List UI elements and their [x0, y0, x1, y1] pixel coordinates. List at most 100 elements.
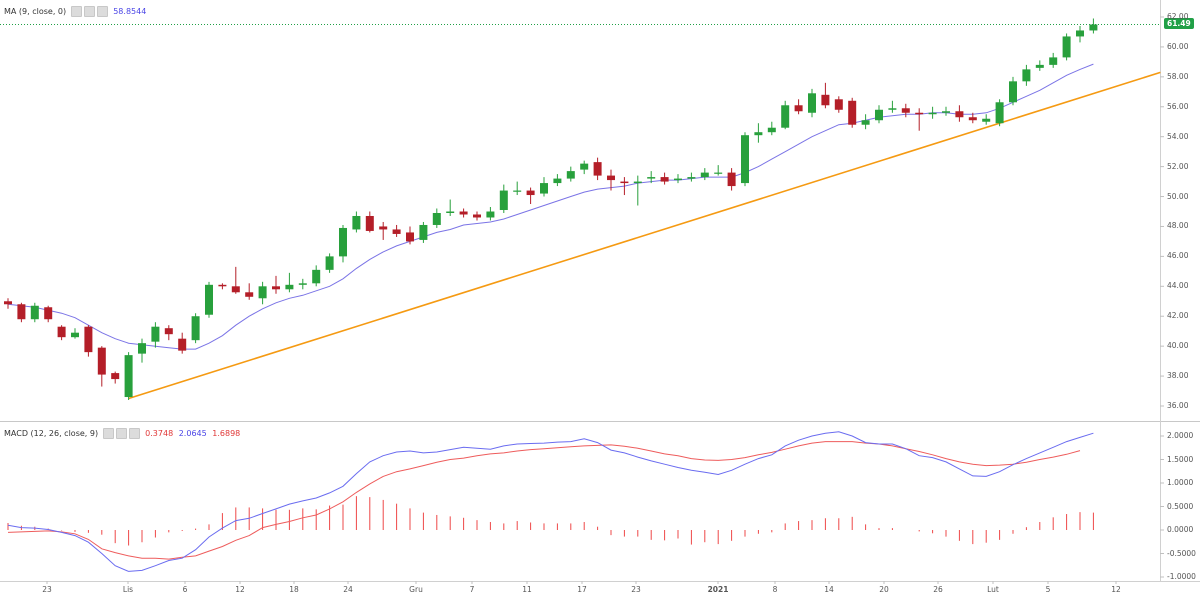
candle — [660, 177, 669, 182]
x-tick-label: 14 — [824, 585, 834, 594]
candle — [1035, 64, 1044, 68]
close-icon[interactable] — [128, 428, 140, 439]
candle — [808, 93, 816, 113]
candle — [955, 111, 964, 118]
price-y-tick-label: 52.00 — [1167, 161, 1189, 171]
x-tick-label: Lis — [122, 585, 134, 594]
candle — [968, 117, 977, 121]
candle — [57, 326, 66, 338]
macd-y-tick-label: 1.0000 — [1167, 478, 1194, 487]
x-tick-label: 6 — [182, 585, 188, 594]
price-y-tick-label: 44.00 — [1167, 281, 1189, 291]
candle — [861, 120, 870, 125]
signal-line — [7, 441, 1081, 560]
macd-y-tick-label: 0.0000 — [1167, 525, 1194, 534]
candle — [352, 215, 361, 230]
candle — [513, 190, 522, 192]
candle — [245, 292, 254, 297]
candle — [432, 212, 441, 225]
candle — [258, 286, 267, 299]
close-icon[interactable] — [96, 6, 108, 17]
price-y-tick-label: 38.00 — [1167, 371, 1189, 381]
candle — [982, 118, 991, 122]
macd-y-tick-label: 0.5000 — [1167, 501, 1194, 511]
candle — [17, 304, 26, 320]
candle — [473, 214, 481, 218]
candle — [580, 163, 589, 170]
candle — [111, 373, 120, 380]
eye-icon[interactable] — [102, 428, 114, 439]
x-tick-label: 12 — [1111, 585, 1121, 594]
macd-signal-value: 1.6898 — [212, 429, 241, 438]
price-y-tick-label: 58.00 — [1167, 71, 1189, 81]
candle — [178, 338, 187, 351]
macd-legend[interactable]: MACD (12, 26, close, 9) 0.3748 2.0645 1.… — [4, 428, 240, 439]
candle — [1022, 69, 1031, 82]
macd-y-tick-label: 1.5000 — [1167, 454, 1194, 464]
price-y-tick-label: 56.00 — [1167, 101, 1189, 111]
price-y-tick-label: 62.00 — [1167, 12, 1189, 21]
ma-indicator-value: 58.8544 — [113, 7, 147, 16]
x-tick-label: 8 — [772, 585, 778, 594]
candle — [1049, 57, 1058, 65]
macd-line — [7, 431, 1094, 572]
last-price-tag: 61.49 — [1164, 18, 1194, 29]
x-tick-label: 7 — [469, 585, 475, 594]
ma-legend[interactable]: MA (9, close, 0) 58.8544 — [4, 6, 146, 17]
settings-icon[interactable] — [83, 6, 95, 17]
candle — [339, 227, 347, 257]
price-y-tick-label: 46.00 — [1167, 251, 1189, 261]
candle — [71, 332, 79, 338]
x-tick-label: 18 — [289, 585, 299, 594]
candle — [526, 190, 535, 196]
candle — [218, 284, 227, 287]
candle — [566, 171, 575, 179]
candle — [875, 109, 883, 121]
candle — [272, 286, 280, 290]
candle — [714, 172, 723, 174]
x-tick-label: Lut — [987, 585, 999, 594]
candle — [164, 328, 173, 335]
candle — [30, 305, 39, 320]
candle — [834, 99, 843, 110]
price-y-tick-label: 42.00 — [1167, 311, 1189, 321]
ma-line — [7, 63, 1094, 350]
candle — [151, 326, 160, 342]
candle — [44, 307, 53, 320]
candle — [781, 105, 790, 128]
candle — [633, 181, 642, 184]
eye-icon[interactable] — [70, 6, 82, 17]
x-tick-label: 20 — [879, 585, 889, 594]
candle — [901, 108, 910, 113]
x-tick-label: Gru — [409, 585, 423, 594]
macd-indicator-name: MACD (12, 26, close, 9) — [4, 429, 99, 438]
x-tick-label: 23 — [42, 585, 52, 594]
trend-line[interactable] — [128, 71, 1161, 400]
macd-y-tick-label: -1.0000 — [1167, 572, 1196, 581]
price-y-tick-label: 40.00 — [1167, 341, 1189, 351]
candle — [392, 229, 401, 234]
candle — [741, 135, 749, 184]
candle — [379, 226, 388, 230]
candle — [499, 190, 508, 211]
candle — [406, 232, 414, 242]
candle — [607, 175, 615, 181]
candle — [285, 284, 294, 290]
candle — [727, 172, 736, 187]
candle — [84, 326, 93, 353]
candle — [620, 181, 629, 184]
candle — [593, 162, 602, 176]
candle — [312, 269, 321, 284]
candle — [928, 112, 937, 115]
candle — [754, 132, 763, 136]
candle — [915, 112, 924, 115]
macd-y-tick-label: 2.0000 — [1167, 431, 1194, 440]
candle — [124, 355, 133, 398]
candle — [1089, 24, 1098, 31]
candle — [486, 211, 495, 218]
price-y-tick-label: 54.00 — [1167, 131, 1189, 141]
settings-icon[interactable] — [115, 428, 127, 439]
x-tick-label: 11 — [522, 585, 532, 594]
candle — [674, 178, 682, 181]
